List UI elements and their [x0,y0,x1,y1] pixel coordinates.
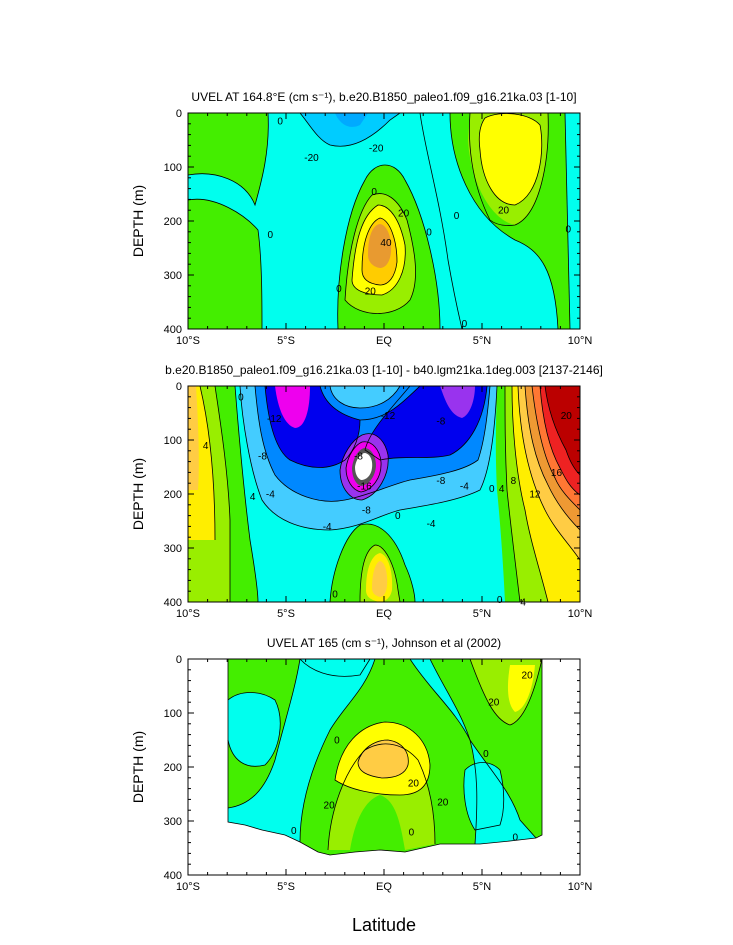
y-tick-label: 0 [176,108,182,120]
x-tick-label: 5°N [473,335,492,347]
contour-label: 0 [371,187,377,198]
panel-2-title: b.e20.B1850_paleo1.f09_g16.21ka.03 [1-10… [165,363,603,377]
y-tick-label: 0 [176,381,182,393]
x-tick-label: 10°N [568,608,593,620]
contour-label: 0 [332,589,338,600]
y-tick-label: 300 [164,270,182,282]
y-tick-label: 400 [164,597,182,609]
panel-1-contours [188,113,580,329]
contour-label: 0 [462,319,468,330]
y-tick-label: 200 [164,762,182,774]
x-tick-label: 5°N [473,881,492,893]
contour-label: 0 [454,211,460,222]
contour-label: 0 [238,392,244,403]
panel-2-contours [188,386,580,602]
panel-3-contour-labels: 0 20 20 20 0 0 20 20 0 0 [291,671,533,844]
panel-3-title: UVEL AT 165 (cm s⁻¹), Johnson et al (200… [267,636,501,650]
x-tick-label: 5°S [277,881,295,893]
panel-3-ylabel: DEPTH (m) [130,731,146,803]
contour-label: 0 [513,833,519,844]
contour-label: -4 [427,519,436,530]
y-tick-label: 400 [164,870,182,882]
x-tick-label: 10°S [176,335,200,347]
contour-label: 40 [380,238,392,249]
y-tick-label: 400 [164,324,182,336]
contour-label: 20 [437,798,449,809]
contour-label: -8 [436,476,445,487]
contour-label: 4 [520,598,526,609]
contour-label: 0 [336,284,342,295]
contour-label: 0 [409,827,415,838]
panel-1-ylabel: DEPTH (m) [130,185,146,257]
y-tick-label: 100 [164,708,182,720]
contour-label: 0 [497,595,503,606]
contour-label: 20 [522,671,534,682]
panel-2-ylabel: DEPTH (m) [130,458,146,530]
contour-label: -4 [266,490,275,501]
contour-label: 16 [551,468,563,479]
contour-label: 0 [268,230,274,241]
contour-label: -8 [258,452,267,463]
x-tick-label: 10°N [568,335,593,347]
contour-label: -12 [381,411,396,422]
contour-label: 0 [334,736,340,747]
y-tick-label: 100 [164,162,182,174]
contour-label: 20 [488,698,500,709]
x-tick-label: 5°S [277,608,295,620]
x-tick-label: 10°S [176,881,200,893]
y-tick-label: 300 [164,816,182,828]
contour-label: -20 [369,144,384,155]
y-tick-label: 100 [164,435,182,447]
x-tick-label: 5°S [277,335,295,347]
y-tick-label: 300 [164,543,182,555]
contour-label: -12 [267,414,282,425]
y-tick-label: 0 [176,654,182,666]
contour-label: 20 [365,287,377,298]
contour-label: -16 [357,481,372,492]
panel-3-contours [227,659,543,856]
x-tick-label: EQ [376,335,392,347]
contour-label: 0 [565,225,571,236]
panel-1-contour-labels: 0 -20 -20 0 20 40 20 0 0 0 0 20 0 0 [268,117,572,331]
contour-label: -8 [436,417,445,428]
contour-label: 0 [426,227,432,238]
y-tick-label: 200 [164,216,182,228]
contour-label: -8 [354,452,363,463]
contour-label: -20 [304,153,319,164]
x-tick-label: 10°N [568,881,593,893]
x-tick-label: EQ [376,608,392,620]
y-tick-label: 200 [164,489,182,501]
x-tick-label: EQ [376,881,392,893]
contour-label: 20 [498,206,510,217]
contour-label: 4 [250,492,256,503]
x-tick-label: 5°N [473,608,492,620]
contour-label: 20 [561,411,573,422]
contour-label: 8 [511,476,517,487]
contour-label: 0 [489,484,495,495]
contour-label: 4 [499,484,505,495]
panel-2-contour-labels: 40-12-84 -4-4-8-8-12 -8-160-4-8 -4 0 48121620… [203,392,572,608]
contour-label: -8 [362,506,371,517]
panel-1-title: UVEL AT 164.8°E (cm s⁻¹), b.e20.B1850_pa… [191,90,576,104]
contour-label: 0 [291,826,297,837]
panel-1: UVEL AT 164.8°E (cm s⁻¹), b.e20.B1850_pa… [130,90,592,347]
contour-label: 0 [483,749,489,760]
contour-label: 4 [203,441,209,452]
contour-label: 20 [324,800,336,811]
contour-label: 12 [529,490,541,501]
x-axis-label: Latitude [352,915,416,935]
contour-label: -4 [460,481,469,492]
x-tick-label: 10°S [176,608,200,620]
panel-3: UVEL AT 165 (cm s⁻¹), Johnson et al (200… [130,636,592,893]
panel-2: b.e20.B1850_paleo1.f09_g16.21ka.03 [1-10… [130,363,603,620]
contour-label: 20 [398,208,410,219]
contour-label: 0 [277,117,283,128]
contour-label: -4 [323,522,332,533]
contour-label: 0 [395,511,401,522]
contour-label: 20 [408,779,420,790]
